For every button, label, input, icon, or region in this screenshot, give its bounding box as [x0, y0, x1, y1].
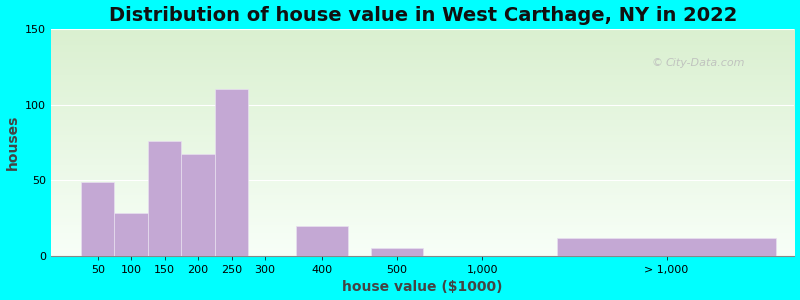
Bar	[370, 248, 422, 256]
Text: City-Data.com: City-Data.com	[666, 58, 745, 68]
Bar	[214, 89, 248, 256]
Bar	[81, 182, 114, 256]
Bar	[148, 141, 181, 256]
Bar	[296, 226, 348, 256]
Y-axis label: houses: houses	[6, 115, 19, 170]
X-axis label: house value ($1000): house value ($1000)	[342, 280, 503, 294]
Bar	[181, 154, 214, 256]
Title: Distribution of house value in West Carthage, NY in 2022: Distribution of house value in West Cart…	[109, 6, 737, 25]
Bar	[557, 238, 776, 256]
Text: ©: ©	[651, 58, 662, 68]
Bar	[114, 214, 148, 256]
